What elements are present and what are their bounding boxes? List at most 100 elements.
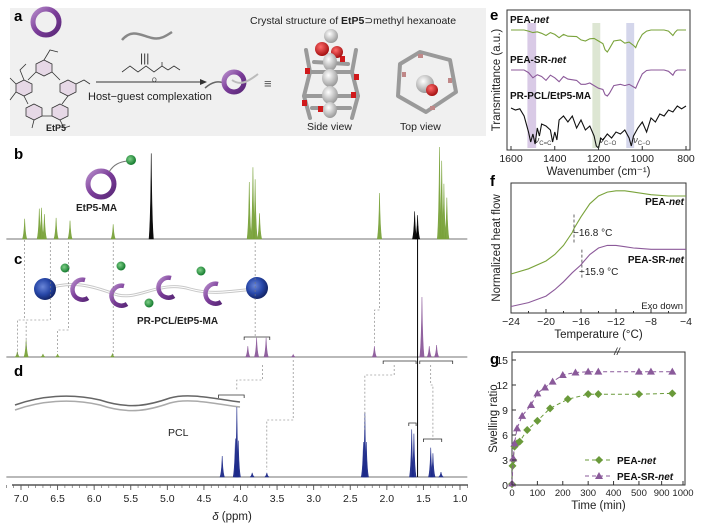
correlation-dashed-line <box>25 242 51 350</box>
panel-e: e νC=C νC−O νC−O PEA-net PEA-SR-net PR-PCL/Et… <box>490 7 695 178</box>
nmr-tick-label: 4.5 <box>197 493 212 505</box>
swelling-x-tick-label: 200 <box>555 488 571 499</box>
nmr-spectrum-d <box>6 406 468 478</box>
dsc-tick-label: −20 <box>537 316 555 328</box>
nmr-tick-label: 4.0 <box>233 493 248 505</box>
swelling-point-diamond <box>515 437 524 446</box>
etp5-ring-icon <box>30 6 62 38</box>
nmr-tick-label: 3.5 <box>270 493 285 505</box>
ftir-series-label: PEA-net <box>510 15 550 26</box>
swelling-point-diamond <box>584 390 593 399</box>
correlation-dashed-line <box>57 242 69 352</box>
nmr-tick-label: 7.0 <box>14 493 29 505</box>
stopper-right-icon <box>246 277 268 299</box>
swelling-x-tick-label: 300 <box>580 488 596 499</box>
pcl-label: PCL <box>168 427 189 439</box>
nmr-spectrum-c-peak <box>290 353 296 358</box>
nmr-tick-label: 1.0 <box>453 493 468 505</box>
crystal-title: Crystal structure of EtP5⊃methyl hexanoa… <box>250 15 456 27</box>
methyl-hexanoate-structure <box>121 62 181 73</box>
nmr-spectrum-c-peak <box>419 296 425 358</box>
ma-ball-4-icon <box>196 266 206 276</box>
axis-break-marker: // <box>613 347 621 358</box>
dsc-tick-label: −4 <box>680 316 692 328</box>
etp5-ma-ring-icon <box>85 168 117 200</box>
swelling-point-triangle <box>513 424 522 432</box>
ftir-series-2 <box>511 69 686 97</box>
dsc-x-axis-label: Temperature (°C) <box>554 329 642 341</box>
rotaxane-ring-2-icon <box>109 283 129 308</box>
integration-bracket <box>382 360 417 364</box>
nmr-spectrum-b-peak <box>22 218 28 240</box>
nmr-spectrum-b-peak <box>246 181 252 240</box>
ftir-series-1 <box>511 29 686 53</box>
nmr-spectrum-d-peak <box>430 453 436 478</box>
nmr-spectrum-c <box>6 296 468 358</box>
ftir-plot: νC=C νC−O νC−O PEA-net PEA-SR-net PR-PCL/EtP5… <box>491 9 695 178</box>
nmr-tick-label: 1.5 <box>416 493 431 505</box>
correlation-dashed-line <box>17 240 25 355</box>
swelling-point-diamond <box>523 426 532 434</box>
swelling-x-tick-label: 100 <box>529 488 545 499</box>
swelling-point-diamond <box>594 390 603 399</box>
crystal-top-view: Top view <box>396 50 458 133</box>
ftir-band-1 <box>527 23 537 148</box>
ftir-tick-label: 1400 <box>543 153 567 165</box>
ma-ball-1-icon <box>60 263 70 273</box>
swelling-point-triangle <box>548 377 557 385</box>
legend-label: PEA-net <box>617 456 657 467</box>
ftir-band-label: νC−O <box>599 135 616 147</box>
arrow-head-icon <box>200 79 207 85</box>
dsc-tick-label: −16 <box>572 316 590 328</box>
carbonyl-o-label: O <box>152 78 157 84</box>
ftir-y-axis-label: Transmittance (a.u.) <box>491 29 503 132</box>
panel-f: f −16.8 °C PEA-net −15.9 °C PEA-SR-net Exo d… <box>490 173 692 341</box>
swelling-x-tick-label: 0 <box>509 488 514 499</box>
swelling-point-diamond <box>563 395 572 404</box>
swelling-x-tick-label: 900 <box>654 488 670 499</box>
dsc-tg-label: −16.8 °C <box>573 228 612 239</box>
ftir-series-label: PEA-SR-net <box>510 55 567 66</box>
legend-label: PEA-SR-net <box>617 472 674 483</box>
dsc-tick-label: −12 <box>607 316 625 328</box>
guest-chain-icon <box>121 30 173 41</box>
nmr-spectrum-d-peak <box>219 455 225 478</box>
ftir-tick-label: 800 <box>677 153 695 165</box>
swelling-y-tick-label: 15 <box>496 355 508 367</box>
correlation-dashed-line <box>266 360 294 470</box>
swelling-point-triangle <box>518 411 527 419</box>
swelling-axes-frame <box>511 351 686 486</box>
ftir-series-3 <box>510 105 687 150</box>
nmr-panels: b c d EtP5-MA PR-PCL/EtP5-MA <box>6 146 468 523</box>
etp5-ma-label: EtP5-MA <box>76 203 117 214</box>
nmr-spectrum-b-peak <box>148 153 154 240</box>
swelling-point-triangle <box>594 367 603 375</box>
dsc-series-1 <box>510 190 686 275</box>
stopper-left-icon <box>34 278 56 300</box>
swelling-point-diamond <box>533 416 542 425</box>
legend-triangle-icon <box>595 472 603 479</box>
swelling-point-triangle <box>646 367 655 375</box>
integration-bracket <box>243 336 271 340</box>
dsc-tick-label: −8 <box>645 316 657 328</box>
panel-c-letter: c <box>14 251 22 268</box>
swelling-point-triangle <box>527 401 536 408</box>
ftir-band-label: νC−O <box>633 135 650 147</box>
ftir-tick-label: 1200 <box>587 153 611 165</box>
nmr-spectrum-c-peak <box>23 340 29 358</box>
triple-bar-guest: ||| <box>140 51 149 65</box>
nmr-spectrum-c-peak <box>426 346 433 358</box>
ftir-tick-label: 1000 <box>631 153 655 165</box>
dsc-series-label: PEA-SR-net <box>628 255 685 266</box>
correlation-dashed-line <box>430 365 434 440</box>
nmr-tick-label: 2.0 <box>380 493 395 505</box>
dsc-y-axis-label: Normalized heat flow <box>491 194 503 302</box>
exo-down-annotation: Exo down <box>641 301 683 312</box>
swelling-x-axis-label: Time (min) <box>571 500 626 512</box>
ma-ball-2-icon <box>116 261 126 271</box>
integration-bracket <box>419 360 454 364</box>
ftir-x-axis-label: Wavenumber (cm⁻¹) <box>546 166 650 178</box>
swelling-x-tick-label: 1000 <box>672 488 693 499</box>
nmr-spectrum-d-peak <box>235 440 241 478</box>
swelling-plot: // PEA-net PEA-SR-net 0 3 6 9 12 15 0 100 200 300 400… <box>488 347 694 512</box>
